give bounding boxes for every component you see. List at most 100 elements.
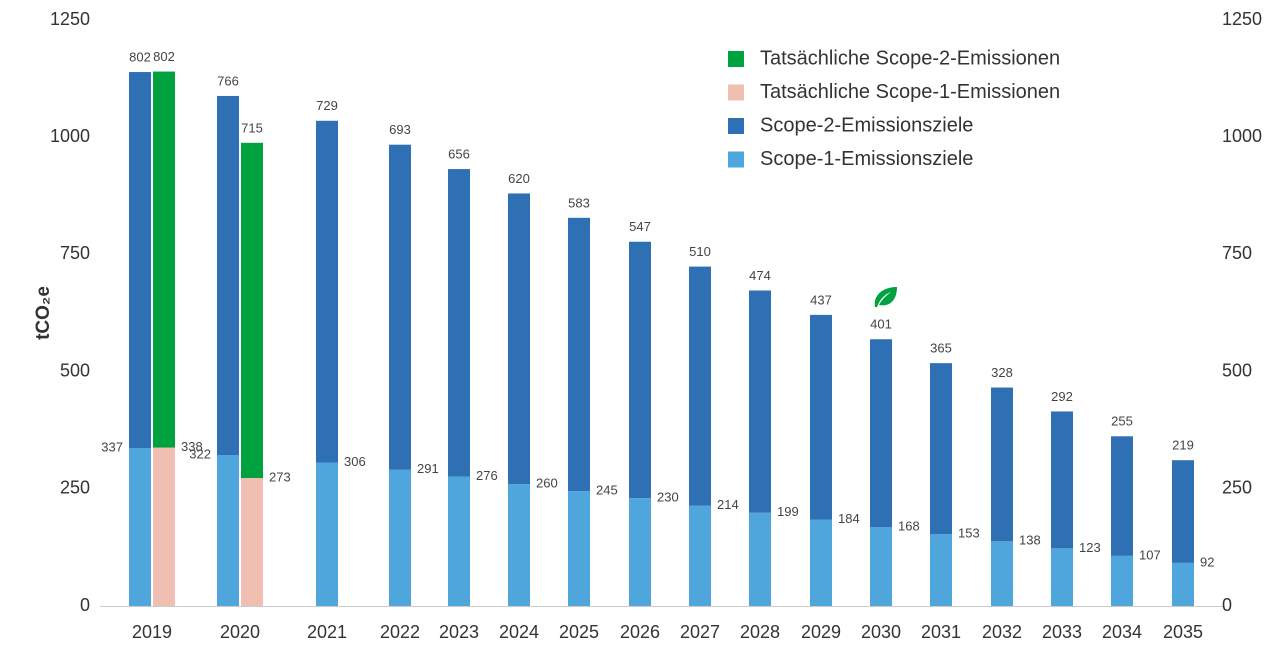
- x-tick-label: 2024: [499, 622, 539, 642]
- bar-segment: [217, 455, 239, 606]
- value-label: 138: [1019, 533, 1041, 548]
- x-tick-label: 2022: [380, 622, 420, 642]
- value-label: 92: [1200, 554, 1214, 569]
- y-tick-label: 750: [60, 243, 90, 263]
- bar-segment: [749, 512, 771, 606]
- bar-segment: [508, 484, 530, 606]
- value-label: 437: [810, 292, 832, 307]
- x-tick-label: 2021: [307, 622, 347, 642]
- value-label: 401: [870, 317, 892, 332]
- value-label: 219: [1172, 438, 1194, 453]
- value-label: 338: [181, 439, 203, 454]
- bar-segment: [153, 447, 175, 606]
- value-label: 656: [448, 147, 470, 162]
- bar-segment: [1111, 555, 1133, 606]
- x-tick-label: 2028: [740, 622, 780, 642]
- value-label: 583: [568, 195, 590, 210]
- x-tick-label: 2035: [1163, 622, 1203, 642]
- value-label: 365: [930, 341, 952, 356]
- bar-segment: [448, 476, 470, 606]
- value-label: 306: [344, 454, 366, 469]
- y-tick-label: 500: [60, 360, 90, 380]
- bar-segment: [1111, 436, 1133, 556]
- value-label: 547: [629, 219, 651, 234]
- bar-segment: [810, 314, 832, 520]
- y-tick-label: 1000: [50, 126, 90, 146]
- bar-segment: [629, 241, 651, 499]
- value-label: 230: [657, 490, 679, 505]
- value-label: 199: [777, 504, 799, 519]
- y-axis-label: tCO₂e: [33, 286, 54, 340]
- bar-segment: [1172, 562, 1194, 606]
- legend-label: Scope-1-Emissionsziele: [760, 148, 973, 170]
- bar-segment: [568, 491, 590, 606]
- leaf-icon: [874, 287, 897, 307]
- x-tick-label: 2034: [1102, 622, 1142, 642]
- y2-tick-label: 250: [1222, 478, 1252, 498]
- value-label: 802: [129, 49, 151, 64]
- bar-segment: [241, 478, 263, 606]
- value-label: 107: [1139, 547, 1161, 562]
- bar-segment: [508, 193, 530, 485]
- x-tick-label: 2023: [439, 622, 479, 642]
- bar-segment: [1051, 411, 1073, 549]
- legend-swatch: [728, 118, 744, 134]
- x-tick-label: 2029: [801, 622, 841, 642]
- value-label: 328: [991, 365, 1013, 380]
- value-label: 715: [241, 120, 263, 135]
- y2-tick-label: 1250: [1222, 9, 1262, 29]
- x-tick-label: 2033: [1042, 622, 1082, 642]
- legend-swatch: [728, 84, 744, 101]
- value-label: 474: [749, 268, 771, 283]
- bar-segment: [389, 469, 411, 606]
- value-label: 153: [958, 526, 980, 541]
- value-label: 184: [838, 511, 860, 526]
- bar-segment: [389, 144, 411, 470]
- bar-segment: [241, 142, 263, 479]
- bar-segment: [629, 498, 651, 606]
- y2-tick-label: 0: [1222, 595, 1232, 615]
- y-tick-label: 1250: [50, 9, 90, 29]
- value-label: 291: [417, 461, 439, 476]
- value-label: 510: [689, 244, 711, 259]
- bar-segment: [316, 462, 338, 606]
- bar-segment: [689, 505, 711, 606]
- bar-segment: [129, 72, 151, 449]
- x-tick-label: 2030: [861, 622, 901, 642]
- legend-label: Scope-2-Emissionsziele: [760, 114, 973, 136]
- value-label: 245: [596, 483, 618, 498]
- y2-tick-label: 750: [1222, 243, 1252, 263]
- x-tick-label: 2031: [921, 622, 961, 642]
- y2-tick-label: 500: [1222, 360, 1252, 380]
- value-label: 123: [1079, 540, 1101, 555]
- y-tick-label: 0: [80, 595, 90, 615]
- value-label: 168: [898, 519, 920, 534]
- x-tick-label: 2026: [620, 622, 660, 642]
- bar-segment: [448, 169, 470, 477]
- bar-segment: [870, 339, 892, 528]
- bar-segment: [568, 217, 590, 492]
- value-label: 214: [717, 497, 739, 512]
- value-label: 693: [389, 122, 411, 137]
- value-label: 260: [536, 476, 558, 491]
- bar-segment: [749, 290, 771, 513]
- value-label: 766: [217, 73, 239, 88]
- bar-segment: [930, 363, 952, 535]
- legend-swatch: [728, 51, 744, 67]
- x-tick-label: 2032: [982, 622, 1022, 642]
- bar-segment: [870, 527, 892, 606]
- legend-label: Tatsächliche Scope-1-Emissionen: [760, 81, 1060, 103]
- legend-swatch: [728, 151, 744, 168]
- value-label: 337: [101, 439, 123, 454]
- value-label: 802: [153, 49, 175, 64]
- bar-segment: [689, 266, 711, 506]
- bar-segment: [153, 71, 175, 448]
- y-tick-label: 250: [60, 478, 90, 498]
- bar-segment: [810, 519, 832, 606]
- value-label: 729: [316, 98, 338, 113]
- value-label: 255: [1111, 414, 1133, 429]
- bar-segment: [1172, 460, 1194, 563]
- x-tick-label: 2020: [220, 622, 260, 642]
- x-tick-label: 2019: [132, 622, 172, 642]
